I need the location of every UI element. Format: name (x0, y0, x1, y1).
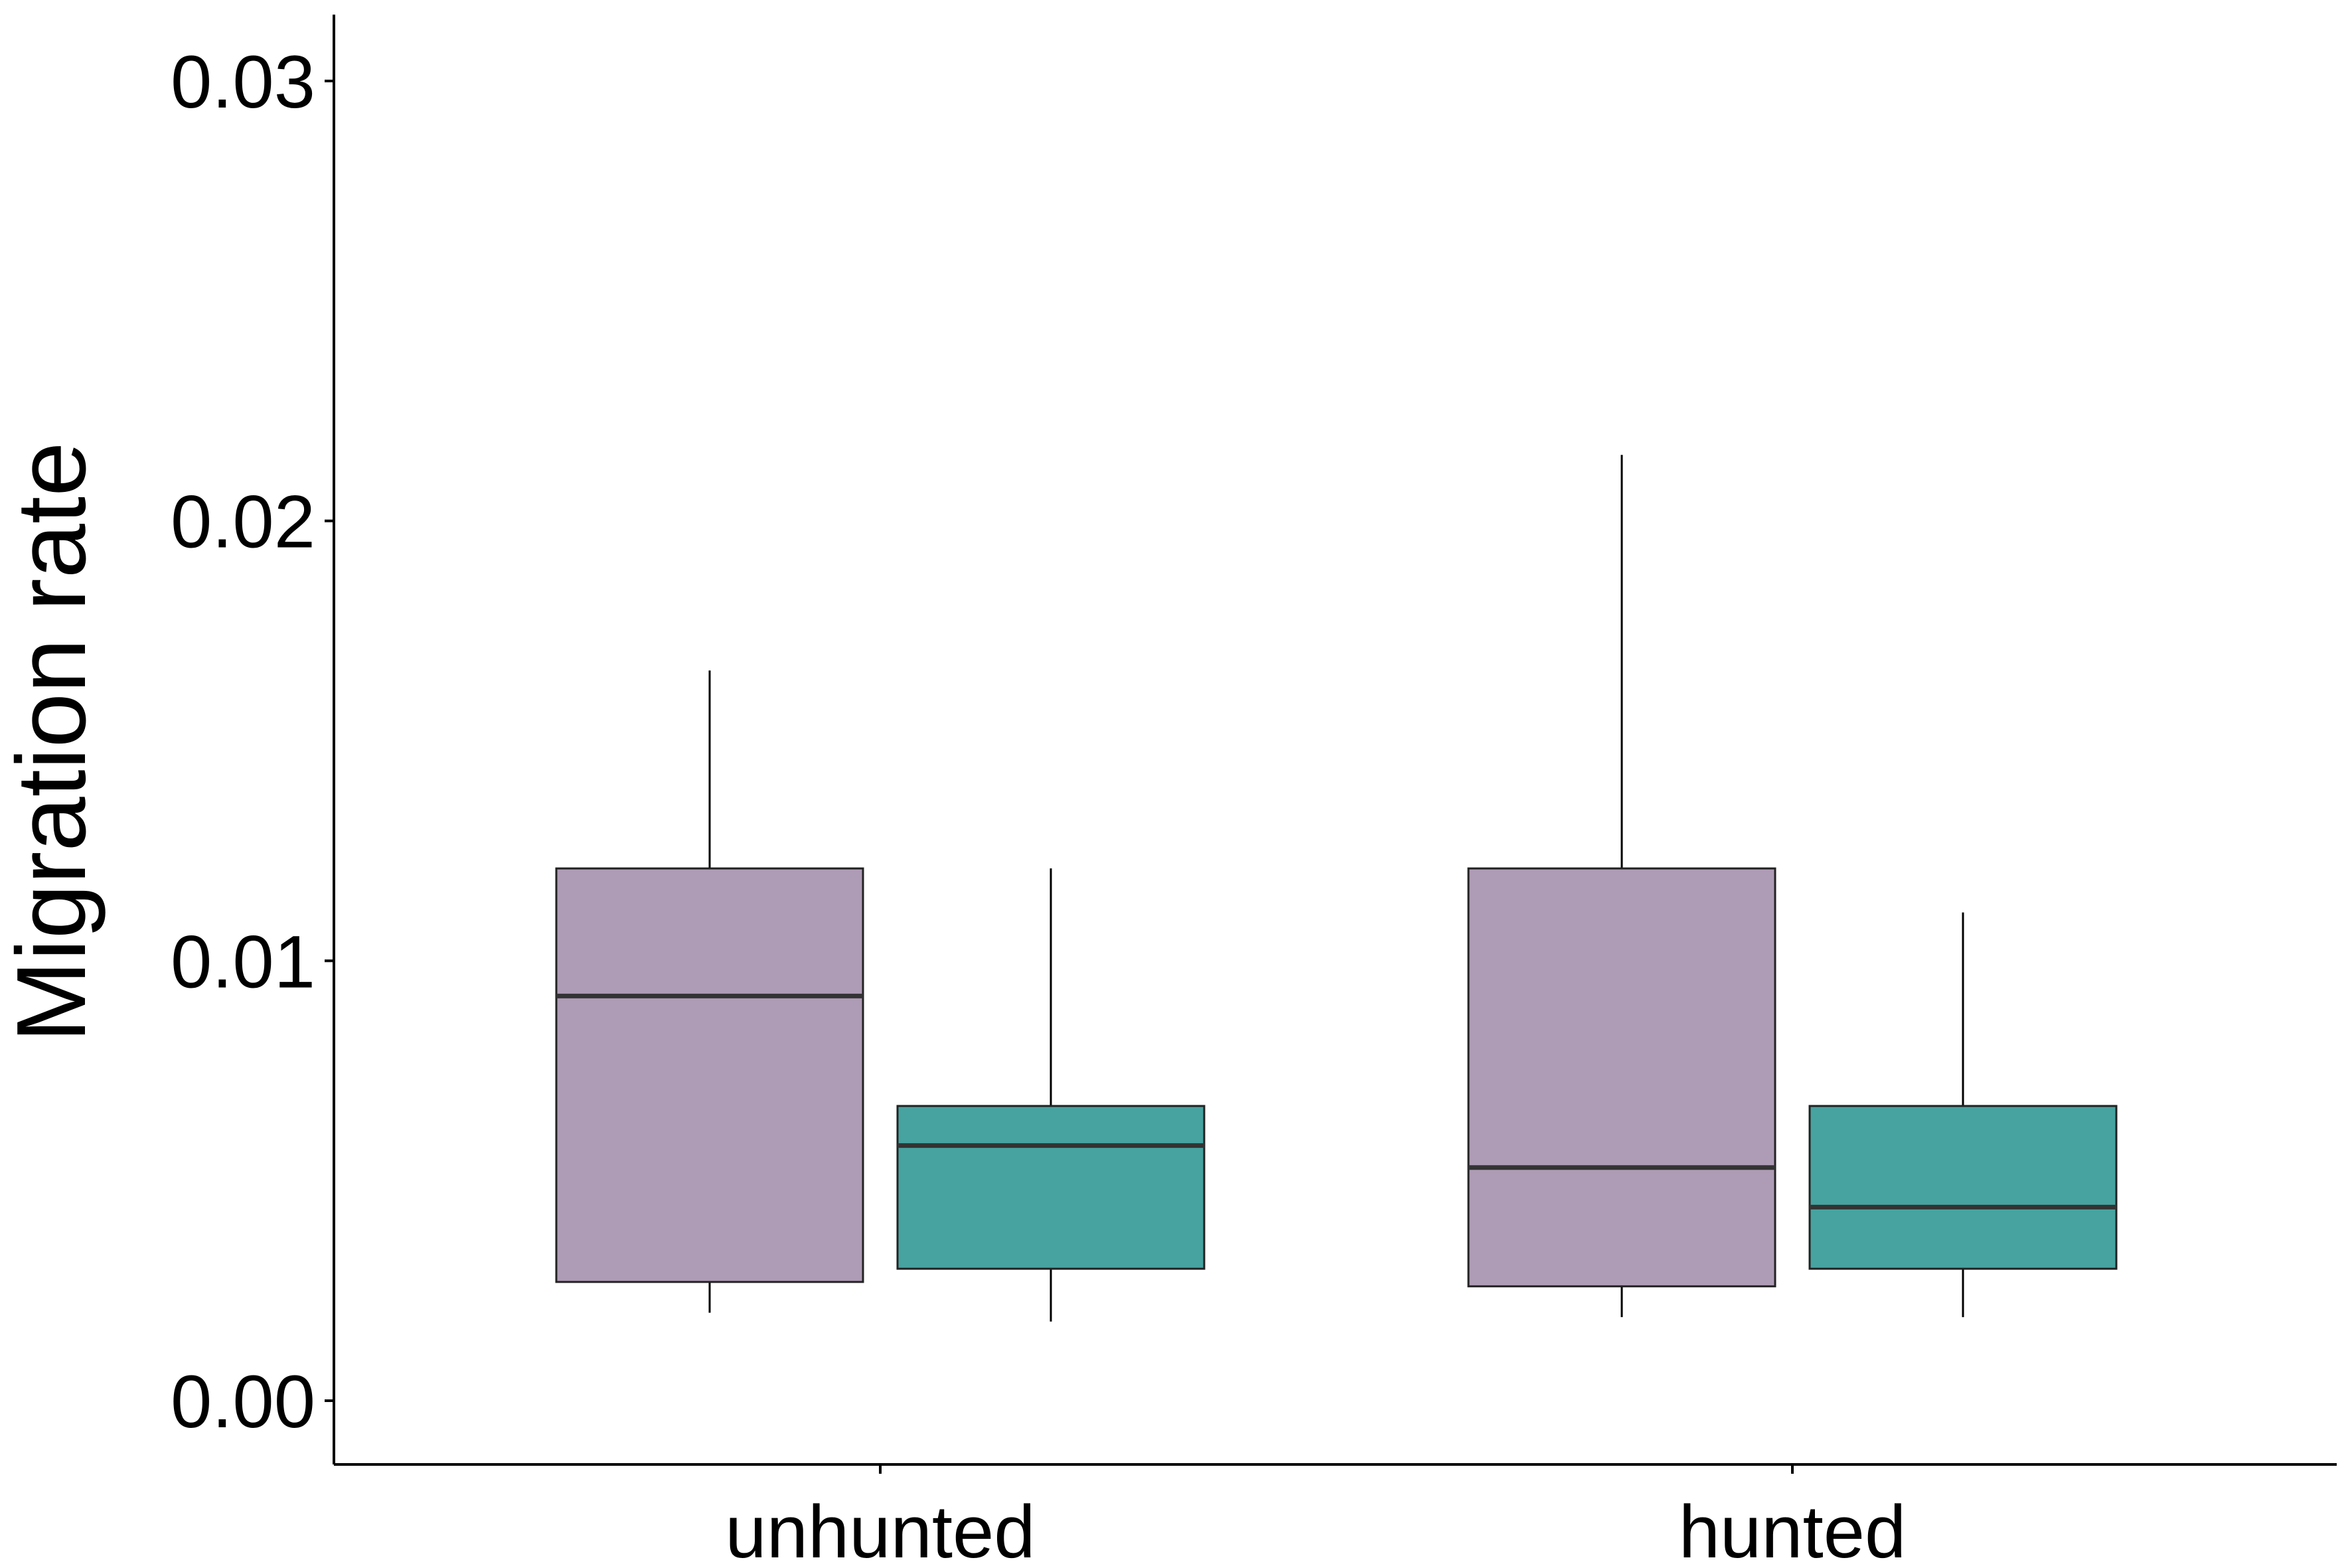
y-tick-label: 0.00 (171, 1360, 315, 1443)
box-body (896, 1105, 1206, 1270)
box-unhunted-series-1 (896, 868, 1206, 1322)
y-tick-label: 0.01 (171, 920, 315, 1003)
x-ticks-layer: unhunted hunted (725, 1464, 1906, 1568)
box-body (1808, 1105, 2118, 1270)
box-unhunted-series-0 (555, 670, 864, 1313)
boxes-layer (555, 455, 2118, 1322)
x-tick-label: unhunted (725, 1490, 1035, 1568)
box-hunted-series-0 (1467, 455, 1776, 1318)
box-body (1467, 867, 1776, 1288)
y-tick-label: 0.02 (171, 481, 315, 564)
y-axis-title: Migration rate (0, 442, 106, 1043)
y-tick-label: 0.03 (171, 40, 315, 123)
box-hunted-series-1 (1808, 912, 2118, 1318)
y-ticks-layer: 0.00 0.01 0.02 0.03 (171, 40, 334, 1443)
box-body (555, 867, 864, 1283)
x-tick-label: hunted (1679, 1490, 1907, 1568)
